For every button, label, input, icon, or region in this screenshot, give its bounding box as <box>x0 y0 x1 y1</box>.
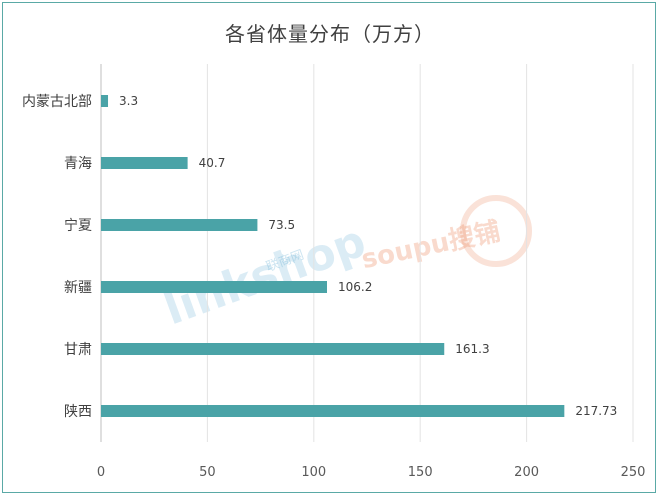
category-label: 宁夏 <box>64 217 92 234</box>
x-tick-label: 250 <box>621 465 646 480</box>
data-label: 3.3 <box>119 94 138 108</box>
bar <box>101 343 445 355</box>
x-tick-label: 200 <box>514 465 539 480</box>
bar <box>101 157 188 169</box>
bar <box>101 281 327 293</box>
category-label: 甘肃 <box>64 342 92 358</box>
category-label: 青海 <box>64 156 92 172</box>
bar <box>101 219 258 231</box>
x-tick-label: 50 <box>199 465 216 480</box>
data-label: 161.3 <box>455 342 489 356</box>
category-label: 陕西 <box>64 404 92 420</box>
data-label: 106.2 <box>338 280 372 294</box>
data-label: 73.5 <box>268 218 295 232</box>
data-label: 40.7 <box>199 156 226 170</box>
chart-title: 各省体量分布（万方） <box>225 22 435 46</box>
category-label: 新疆 <box>64 280 92 296</box>
category-label: 内蒙古北部 <box>22 94 92 110</box>
data-label: 217.73 <box>575 404 617 418</box>
x-tick-label: 150 <box>408 465 433 480</box>
x-tick-label: 0 <box>97 465 105 480</box>
x-tick-label: 100 <box>301 465 326 480</box>
bar <box>101 405 565 417</box>
bar <box>101 95 109 107</box>
watermark-soupu-ring <box>460 195 532 267</box>
